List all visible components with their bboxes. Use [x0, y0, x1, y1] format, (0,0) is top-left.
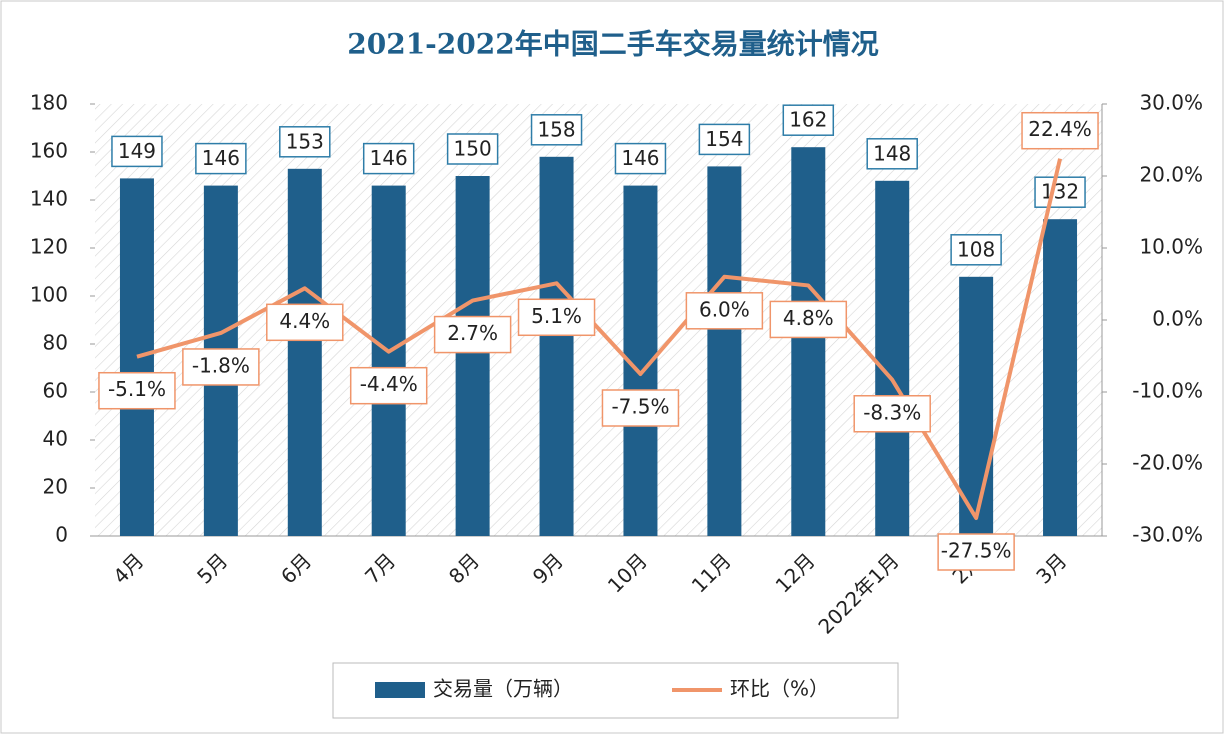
bar-label-box [1034, 176, 1086, 208]
bar-label-box [866, 138, 918, 170]
bar [791, 147, 826, 536]
bar-label: 158 [537, 117, 575, 141]
line-label-box [433, 315, 512, 354]
y-tick-label: 60 [43, 379, 68, 403]
bar-label-box [782, 104, 835, 136]
line-label: 4.4% [279, 309, 330, 333]
bar-label: 146 [370, 146, 408, 170]
line-label: -1.8% [192, 353, 250, 377]
line-label: -4.4% [360, 372, 418, 396]
bar-label-box [446, 133, 499, 165]
y2-tick-label: 10.0% [1139, 235, 1203, 259]
bar-label: 148 [873, 141, 911, 165]
bar-label: 153 [286, 129, 324, 153]
bar-label: 146 [621, 146, 659, 170]
line-label-box [182, 348, 260, 386]
line-label-box [266, 303, 344, 342]
y-tick-label: 0 [55, 523, 68, 547]
y2-tick-label: -10.0% [1132, 379, 1203, 403]
line-label-box [769, 300, 848, 339]
chart-title: 2021-2022年中国二手车交易量统计情况 [347, 28, 878, 61]
y2-tick-label: 20.0% [1139, 163, 1203, 187]
bar [119, 178, 154, 536]
legend-swatch [375, 682, 425, 698]
y-tick-label: 40 [43, 427, 68, 451]
y-tick-label: 100 [30, 283, 68, 307]
bar [875, 180, 910, 537]
y-tick-label: 140 [30, 187, 68, 211]
line-label: 5.1% [531, 304, 582, 328]
bar [707, 166, 742, 536]
bar-label: 162 [789, 108, 827, 132]
line-label: 2.7% [447, 321, 498, 345]
bar [959, 276, 994, 536]
bar-label: 146 [202, 146, 240, 170]
bar-label: 149 [118, 139, 156, 163]
plot-background [95, 104, 1102, 536]
legend-label: 交易量（万辆） [433, 677, 573, 701]
y-tick-label: 180 [30, 91, 68, 115]
line-label: 22.4% [1028, 117, 1092, 141]
bar-label: 154 [705, 127, 743, 151]
line-label-box [937, 533, 1015, 571]
line-label: -8.3% [863, 400, 921, 424]
y2-tick-label: -20.0% [1132, 451, 1203, 475]
bar [1043, 219, 1078, 536]
line-label: -27.5% [941, 539, 1012, 563]
y-tick-label: 160 [30, 139, 68, 163]
line-label-box [853, 395, 931, 433]
bar [371, 185, 406, 536]
bar-label: 108 [957, 237, 995, 261]
line-label: -5.1% [108, 377, 166, 401]
y-tick-label: 120 [30, 235, 68, 259]
bar-label-box [362, 142, 415, 175]
bar-label-box [195, 142, 247, 175]
line-label-box [98, 371, 176, 410]
line-label-box [685, 292, 764, 330]
y-tick-label: 80 [43, 331, 68, 355]
y2-tick-label: 0.0% [1152, 307, 1203, 331]
y2-tick-label: -30.0% [1132, 523, 1203, 547]
y-tick-label: 20 [43, 475, 68, 499]
bar [539, 156, 574, 537]
line-label: 6.0% [699, 297, 750, 321]
bar-label-box [614, 142, 667, 175]
y2-tick-label: 30.0% [1139, 91, 1203, 115]
bar-label: 150 [454, 137, 492, 161]
line-label-box [601, 389, 680, 427]
bar-label-box [279, 126, 331, 158]
line-label: 4.8% [783, 306, 834, 330]
bar-label: 132 [1041, 180, 1079, 204]
line-label-box [517, 298, 596, 337]
legend-label: 环比（%） [730, 677, 829, 701]
bar [287, 168, 322, 537]
line-label-box [1021, 111, 1099, 150]
bar-label-box [698, 123, 751, 156]
bar [455, 176, 490, 536]
bar-label-box [111, 135, 163, 168]
line-label: -7.5% [611, 395, 669, 419]
line-label-box [349, 366, 428, 405]
bar-label-box [530, 114, 583, 146]
legend-box [332, 662, 899, 719]
bar-label-box [950, 234, 1002, 266]
